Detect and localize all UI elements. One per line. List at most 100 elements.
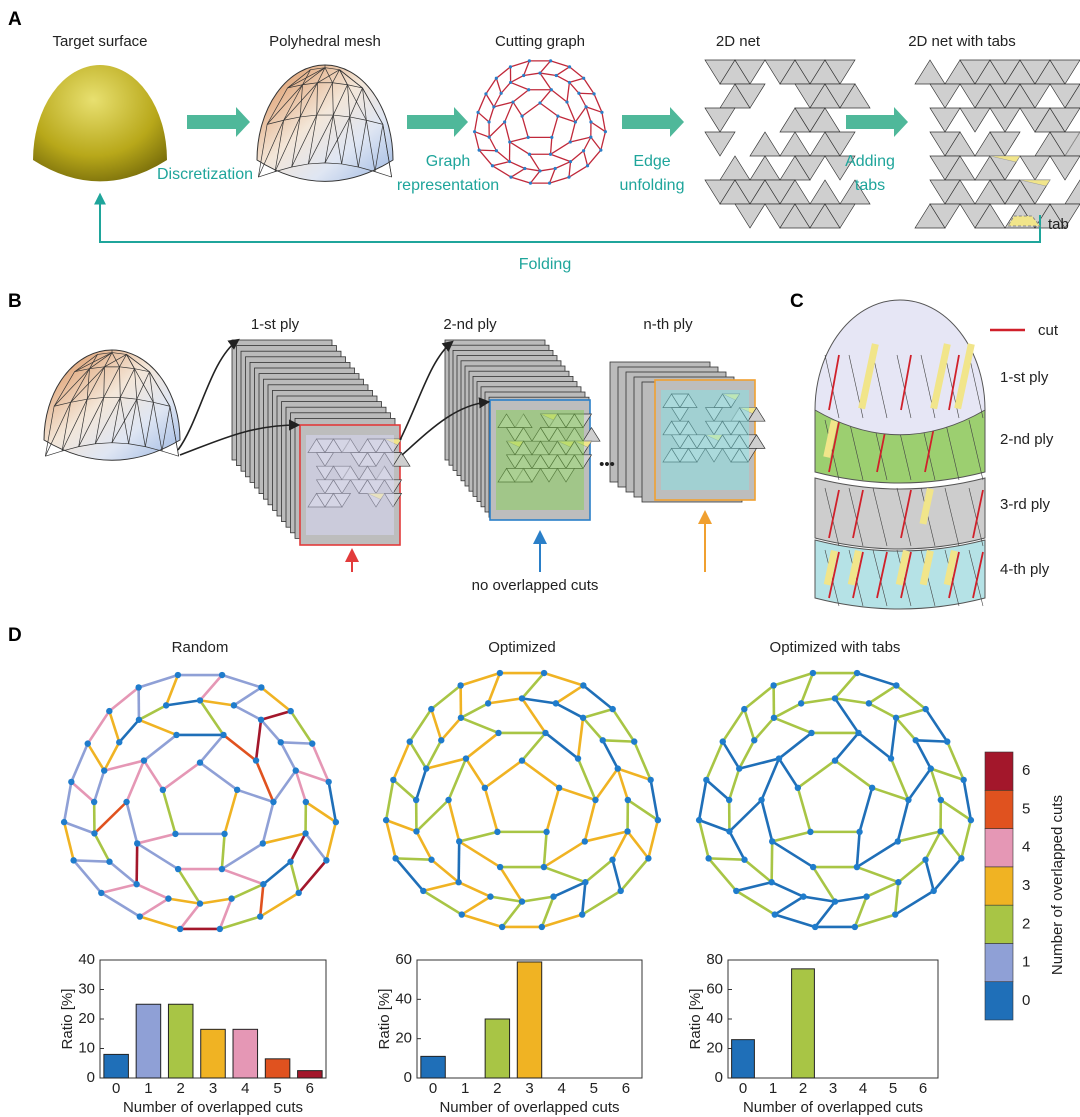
graph-node	[808, 729, 815, 737]
graph-edge	[727, 768, 741, 801]
graph-edge	[770, 841, 774, 883]
graph-edge	[777, 757, 799, 789]
graph-edge	[142, 759, 164, 791]
graph-node	[101, 767, 108, 774]
bar	[516, 961, 543, 1079]
net-face	[383, 479, 403, 495]
graph-edge	[568, 165, 588, 178]
graph-node	[495, 729, 502, 737]
graph-node	[736, 765, 743, 772]
colorbar-cell	[984, 943, 1014, 983]
graph-node	[807, 828, 814, 836]
graph-node	[647, 776, 654, 784]
graph-edge	[549, 137, 553, 155]
net-face	[734, 203, 766, 229]
graph-edge	[521, 102, 541, 117]
graph-edge	[576, 758, 597, 801]
graph-edge	[735, 880, 772, 893]
graph-edge	[939, 830, 963, 860]
mesh-edge	[349, 116, 359, 168]
graph-edge	[490, 895, 523, 903]
y-axis-label: Ratio [%]	[376, 989, 393, 1050]
graph-node	[140, 757, 148, 764]
graph-node	[455, 879, 462, 886]
graph-edge	[705, 778, 731, 801]
graph-edge	[569, 121, 576, 143]
x-tick-label: 3	[209, 1080, 217, 1097]
graph-edge	[585, 106, 592, 123]
legend-label: tab	[1048, 216, 1069, 233]
graph-node	[302, 798, 310, 806]
graph-edge	[743, 708, 756, 741]
graph-node	[220, 731, 227, 739]
plot-frame	[727, 959, 939, 1079]
graph-edge	[221, 673, 262, 689]
graph-edge	[528, 153, 541, 172]
graph-edge	[221, 842, 264, 871]
graph-edge	[198, 699, 225, 736]
tab	[341, 438, 351, 453]
graph-edge	[570, 150, 584, 163]
net-face	[332, 493, 352, 508]
graph-node	[741, 856, 748, 863]
flow-arrow	[399, 340, 454, 441]
x-tick-label: 3	[829, 1080, 837, 1097]
graph-edge	[103, 759, 145, 772]
graph-node	[567, 65, 572, 69]
mesh-edge	[169, 406, 179, 457]
graph-edge	[408, 740, 428, 770]
mesh-edge	[872, 487, 888, 547]
graph-edge	[555, 702, 584, 719]
graph-node	[484, 700, 492, 707]
graph-edge	[138, 673, 179, 689]
mesh-edge	[824, 487, 840, 547]
graph-edge	[583, 136, 592, 152]
graph-edge	[569, 77, 584, 84]
graph-node	[592, 92, 596, 96]
net-face	[1064, 83, 1080, 109]
graph-node	[922, 705, 929, 713]
graph-edge	[164, 674, 180, 706]
mesh-edge	[45, 406, 55, 457]
graph-node	[581, 149, 586, 153]
graph-edge	[858, 787, 874, 833]
graph-node	[287, 707, 294, 715]
graph-node	[162, 702, 170, 709]
graph-node	[174, 865, 182, 873]
graph-edge	[495, 66, 511, 79]
mesh-edge	[291, 116, 301, 168]
transition-label: Discretization	[157, 166, 253, 183]
mesh-edge	[287, 69, 311, 89]
graph-edge	[510, 176, 531, 184]
graph-edge	[834, 895, 867, 903]
graph-node	[382, 816, 390, 824]
cut-edge	[828, 551, 840, 599]
graph-node	[937, 796, 945, 804]
net-face	[824, 155, 856, 181]
graph-edge	[539, 89, 552, 104]
graph-node	[863, 893, 870, 900]
process-arrow	[407, 107, 468, 137]
mesh-edge	[153, 402, 163, 452]
graph-edge	[135, 843, 139, 885]
graph-edge	[521, 672, 546, 700]
y-tick-label: 20	[78, 1010, 95, 1027]
mesh-edge	[920, 487, 936, 547]
graph-edge	[932, 857, 963, 892]
mesh-edge	[119, 354, 127, 368]
graph-edge	[221, 867, 264, 886]
graph-edge	[430, 684, 462, 711]
graph-edge	[254, 760, 275, 803]
graph-edge	[63, 820, 95, 835]
tab	[367, 493, 385, 500]
graph-node	[520, 114, 524, 118]
graph-node	[487, 135, 491, 139]
graph-node	[538, 169, 542, 173]
y-tick-label: 30	[78, 980, 95, 997]
tab	[730, 407, 740, 422]
net-face	[539, 468, 559, 483]
graph-node	[574, 755, 582, 762]
graph-edge	[897, 858, 927, 884]
graph-edge	[601, 112, 607, 132]
